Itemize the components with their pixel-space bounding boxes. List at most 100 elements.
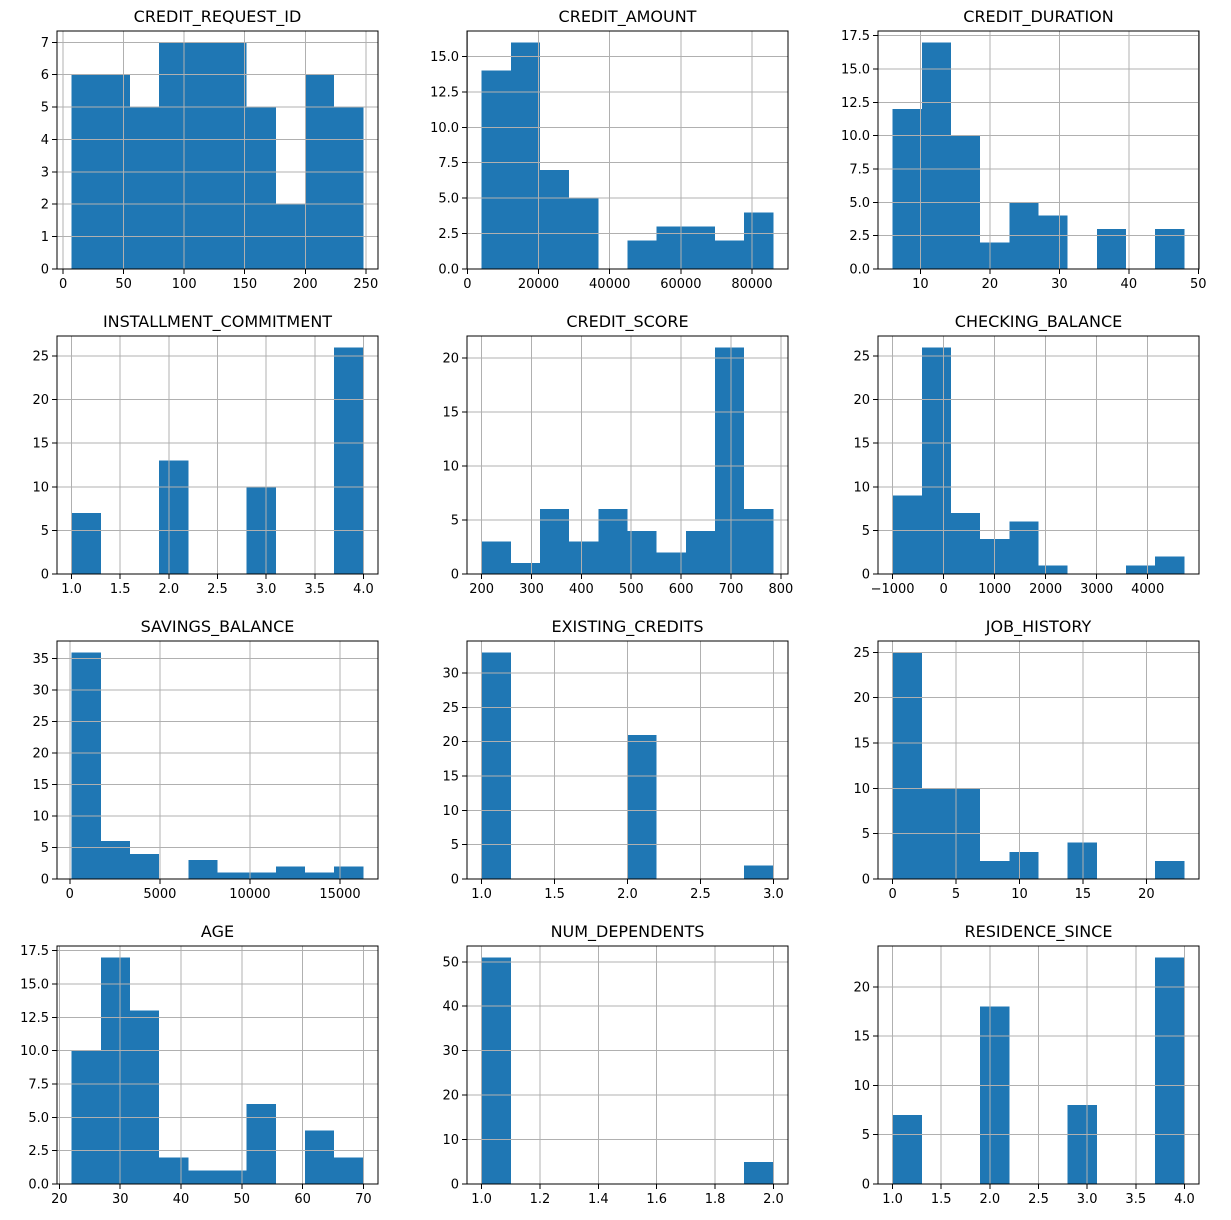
histogram-bar <box>744 865 774 879</box>
histogram-bar <box>71 512 101 574</box>
y-tick-label: 15 <box>853 1030 870 1045</box>
y-tick-label: 10.0 <box>430 121 459 136</box>
chart-title: CREDIT_REQUEST_ID <box>134 7 302 27</box>
axes-frame <box>56 30 379 270</box>
axes-frame <box>877 335 1200 575</box>
y-tick-label: 5 <box>861 1128 869 1143</box>
chart-cell-installment-commitment: 1.0 1.5 2.0 2.5 3.0 3.5 4.0 0 5 10 15 20 25 INSTALLME… <box>0 305 410 610</box>
histogram-bar <box>921 42 951 270</box>
histogram-bar <box>217 872 247 879</box>
x-tick-label: 10 <box>912 277 929 292</box>
histogram-bar <box>1008 851 1039 879</box>
histogram-bar <box>481 652 512 879</box>
y-tick-label: 15 <box>853 737 870 752</box>
histogram-bar <box>246 872 276 879</box>
y-tick-label: 10 <box>853 782 870 797</box>
x-tick-label: 2.0 <box>617 887 638 902</box>
histogram-bar <box>540 509 570 574</box>
x-tick-label: 1.5 <box>931 1192 952 1207</box>
histogram-bar <box>511 563 541 574</box>
histogram-bar <box>540 169 570 269</box>
x-tick-label: 0 <box>66 887 74 902</box>
histogram-bar <box>100 841 130 879</box>
histogram-num-dependents: 1.0 1.2 1.4 1.6 1.8 2.0 0 10 20 30 40 50 NUM_DEPENDE… <box>443 922 789 1207</box>
y-tick-label: 3 <box>41 165 49 180</box>
histogram-bar <box>657 226 687 269</box>
y-tick-label: 0 <box>861 1178 869 1193</box>
histogram-bar <box>950 512 980 574</box>
histogram-bar <box>246 107 276 269</box>
x-tick-label: 1.5 <box>110 582 131 597</box>
x-tick-label: 3.0 <box>256 582 277 597</box>
histogram-residence-since: 1.0 1.5 2.0 2.5 3.0 3.5 4.0 0 5 10 15 20 RESIDENCE_S… <box>853 922 1200 1207</box>
y-tick-label: 5 <box>861 827 869 842</box>
histogram-bar <box>100 957 130 1184</box>
y-tick-label: 5 <box>41 101 49 116</box>
chart-cell-age: 20 30 40 50 60 70 0.0 2.5 5.0 7.5 10.0 12.5 15.0 17.5… <box>0 915 410 1220</box>
y-tick-label: 25 <box>443 701 460 716</box>
y-tick-label: 12.5 <box>430 85 459 100</box>
histogram-bar <box>892 495 922 574</box>
histogram-bar <box>159 42 189 269</box>
histogram-bar <box>217 42 247 269</box>
y-tick-label: 0.0 <box>439 262 460 277</box>
histogram-bar <box>744 509 774 574</box>
y-tick-label: 0 <box>861 873 869 888</box>
x-tick-label: 30 <box>112 1192 129 1207</box>
histogram-bar <box>1038 565 1068 574</box>
histogram-bar <box>627 734 658 879</box>
y-tick-label: 10 <box>32 810 49 825</box>
x-tick-label: 60 <box>294 1192 311 1207</box>
y-tick-label: 10 <box>443 460 460 475</box>
x-tick-label: 200 <box>470 582 495 597</box>
histogram-job-history: 0 5 10 15 20 0 5 10 15 20 25 JOB_HISTORY <box>853 617 1200 902</box>
x-tick-label: 2.5 <box>1028 1192 1049 1207</box>
chart-title: JOB_HISTORY <box>984 617 1091 637</box>
histogram-bar <box>129 1010 160 1184</box>
y-tick-label: 7.5 <box>28 1077 49 1092</box>
y-tick-label: 20 <box>853 393 870 408</box>
histogram-bar <box>275 866 306 879</box>
y-tick-label: 20 <box>443 352 460 367</box>
histogram-bar <box>481 541 512 574</box>
x-tick-label: 1.2 <box>530 1192 551 1207</box>
axes-frame <box>56 945 379 1185</box>
y-tick-label: 6 <box>41 68 49 83</box>
y-tick-label: 17.5 <box>20 944 49 959</box>
x-tick-label: 1.4 <box>588 1192 609 1207</box>
y-tick-label: 10 <box>853 1079 870 1094</box>
x-tick-label: 20000 <box>518 277 559 292</box>
y-tick-label: 25 <box>32 350 49 365</box>
histogram-bar <box>1038 215 1068 269</box>
x-tick-label: 15000 <box>319 887 360 902</box>
histogram-bar <box>305 872 335 879</box>
histogram-bar <box>129 107 160 269</box>
y-tick-label: 10 <box>443 804 460 819</box>
y-tick-label: 0 <box>451 567 459 582</box>
histogram-bar <box>217 1170 247 1184</box>
y-tick-label: 2.5 <box>849 229 870 244</box>
y-tick-label: 30 <box>32 684 49 699</box>
y-tick-label: 10.0 <box>20 1044 49 1059</box>
chart-title: NUM_DEPENDENTS <box>551 922 705 942</box>
y-tick-label: 5 <box>41 524 49 539</box>
histogram-bar <box>334 866 364 879</box>
x-tick-label: 40 <box>1120 277 1137 292</box>
histogram-bar <box>892 652 922 879</box>
x-tick-label: 1000 <box>978 582 1011 597</box>
x-tick-label: 70 <box>355 1192 372 1207</box>
histogram-installment-commitment: 1.0 1.5 2.0 2.5 3.0 3.5 4.0 0 5 10 15 20 25 INSTALLME… <box>32 312 379 597</box>
histogram-bar <box>627 240 658 269</box>
histogram-checking-balance: −1000 0 1000 2000 3000 40000510152025CHECKING… <box>853 312 1200 597</box>
axes-frame <box>877 640 1200 880</box>
histogram-credit-amount: 0 20000 40000 60000 80000 0.0 2.5 5.0 7.5 10.0 12.… <box>430 7 789 292</box>
histogram-bar <box>979 1006 1009 1184</box>
x-tick-label: 150 <box>232 277 257 292</box>
chart-cell-savings-balance: 0 5000 10000 15000 0 5 10 15 20 25 30 35 SAVINGS_BAL… <box>0 610 410 915</box>
x-tick-label: 15 <box>1074 887 1091 902</box>
y-tick-label: 5.0 <box>439 192 460 207</box>
histogram-credit-duration: 10 20 30 40 50 0.0 2.5 5.0 7.5 10.0 12.5 15.0 17.5 CR… <box>841 7 1207 292</box>
histogram-bar <box>159 460 189 574</box>
y-tick-label: 15 <box>32 437 49 452</box>
